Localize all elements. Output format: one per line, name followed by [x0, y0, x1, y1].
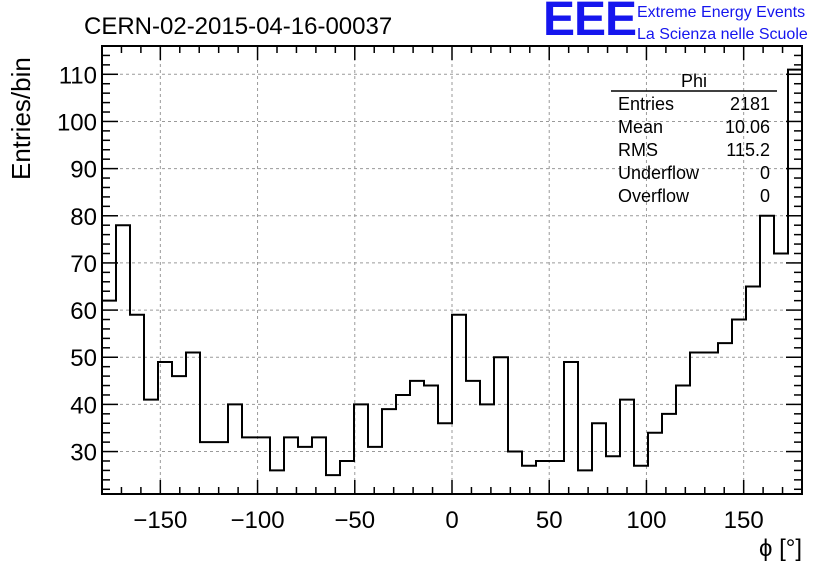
y-tick-label: 90 [70, 157, 97, 184]
chart-title: CERN-02-2015-04-16-00037 [84, 13, 392, 40]
stats-rows: Entries 2181 Mean 10.06 RMS 115.2 Underflow 0 Ov… [618, 94, 770, 206]
stats-title: Phi [681, 71, 707, 91]
y-tick-label: 60 [70, 298, 97, 325]
y-tick-labels: 30 40 50 60 70 80 90 100 110 [57, 62, 97, 466]
y-tick-label: 70 [70, 251, 97, 278]
eee-logo-line-1: Extreme Energy Events [637, 4, 806, 21]
stats-label: RMS [618, 140, 658, 160]
eee-logo-mark: EEE [543, 0, 637, 46]
grid [102, 46, 802, 494]
stats-value: 115.2 [726, 140, 770, 160]
stats-value: 2181 [730, 94, 770, 114]
eee-logo: EEE Extreme Energy Events La Scienza nel… [543, 0, 833, 46]
y-tick-label: 40 [70, 392, 97, 419]
stats-value: 10.06 [725, 117, 770, 137]
eee-logo-line-2: La Scienza nelle Scuole [637, 26, 808, 43]
x-tick-label: −50 [334, 507, 375, 534]
y-tick-label: 110 [59, 62, 97, 89]
x-tick-labels: −150 −100 −50 0 50 100 150 [133, 507, 763, 534]
histogram-line [102, 68, 802, 477]
stats-value: 0 [760, 186, 770, 206]
stats-label: Overflow [618, 186, 690, 206]
axis-ticks [102, 45, 802, 494]
stats-label: Entries [618, 94, 674, 114]
x-tick-label: 150 [724, 507, 764, 534]
stats-label: Underflow [618, 163, 700, 183]
x-tick-label: 0 [445, 507, 458, 534]
x-tick-label: 50 [536, 507, 563, 534]
x-tick-label: −150 [133, 507, 187, 534]
stats-label: Mean [618, 117, 663, 137]
stats-value: 0 [760, 163, 770, 183]
y-tick-label: 100 [57, 109, 97, 136]
y-tick-label: 50 [70, 345, 97, 372]
x-axis-label: ϕ [°] [759, 535, 802, 562]
x-tick-label: 100 [626, 507, 666, 534]
y-tick-label: 30 [70, 440, 97, 467]
plot-frame [101, 45, 803, 495]
x-tick-label: −100 [231, 507, 285, 534]
y-axis-label: Entries/bin [6, 57, 36, 180]
y-tick-label: 80 [70, 204, 97, 231]
stats-box: Phi Entries 2181 Mean 10.06 RMS 115.2 Underflo… [611, 71, 777, 206]
